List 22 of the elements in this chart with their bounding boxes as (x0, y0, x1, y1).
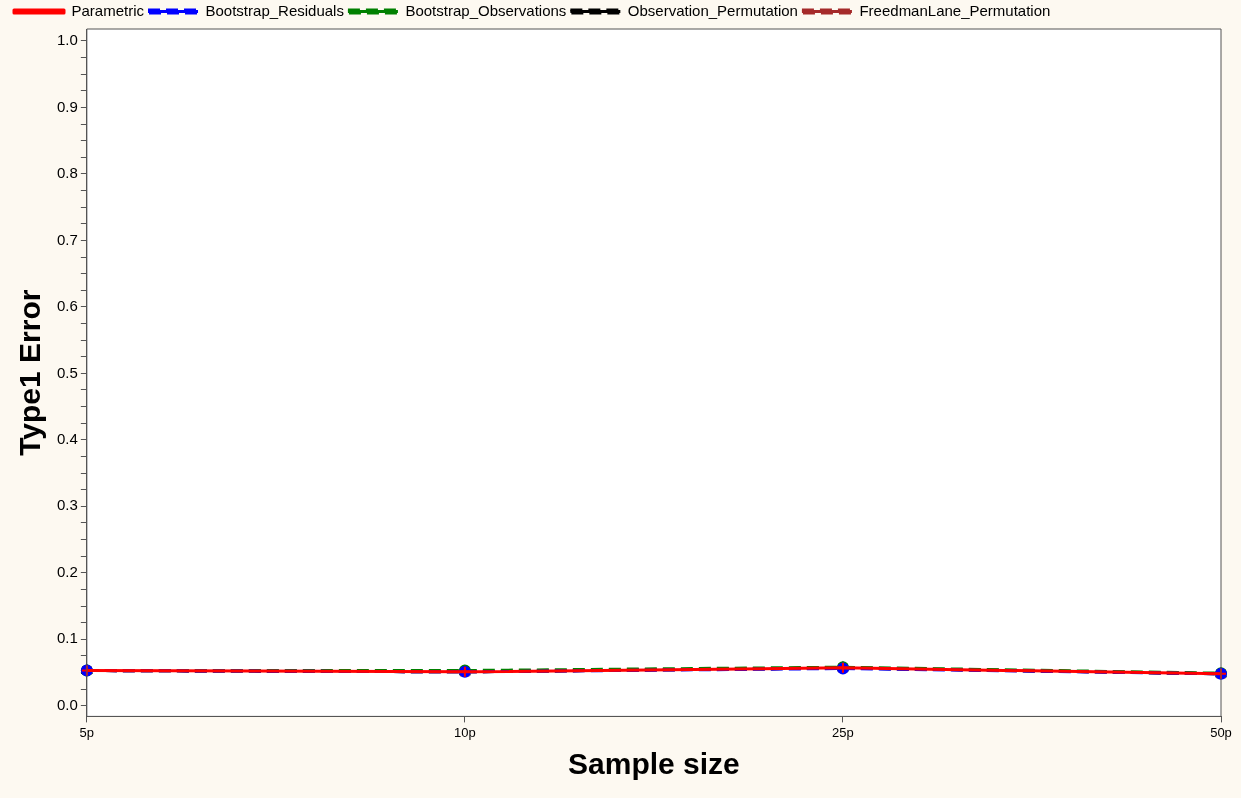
y-tick-label: 1.0 (56, 31, 78, 49)
x-tick-label: 10p (454, 724, 476, 740)
y-axis-title: Type1 Error (13, 289, 47, 456)
x-tick-label: 5p (79, 724, 95, 740)
y-tick-label: 0.7 (56, 230, 78, 248)
y-tick-label: 0.0 (56, 695, 78, 713)
legend-label: Observation_Permutation (627, 1, 798, 19)
legend-label: FreedmanLane_Permutation (859, 1, 1051, 19)
y-tick-label: 0.2 (56, 562, 78, 580)
legend-label: Bootstrap_Observations (405, 1, 567, 19)
y-tick-label: 0.5 (56, 363, 78, 381)
x-axis-title: Sample size (568, 747, 740, 781)
legend-label: Parametric (71, 1, 145, 19)
y-tick-label: 0.4 (56, 429, 78, 447)
y-tick-label: 0.8 (56, 164, 78, 182)
y-tick-label: 0.6 (56, 297, 78, 315)
y-tick-label: 0.9 (56, 97, 78, 115)
y-tick-label: 0.3 (56, 496, 78, 514)
legend-label: Bootstrap_Residuals (205, 1, 344, 19)
y-tick-label: 0.1 (56, 629, 78, 647)
x-tick-label: 25p (832, 724, 854, 740)
x-tick-label: 50p (1210, 724, 1232, 740)
